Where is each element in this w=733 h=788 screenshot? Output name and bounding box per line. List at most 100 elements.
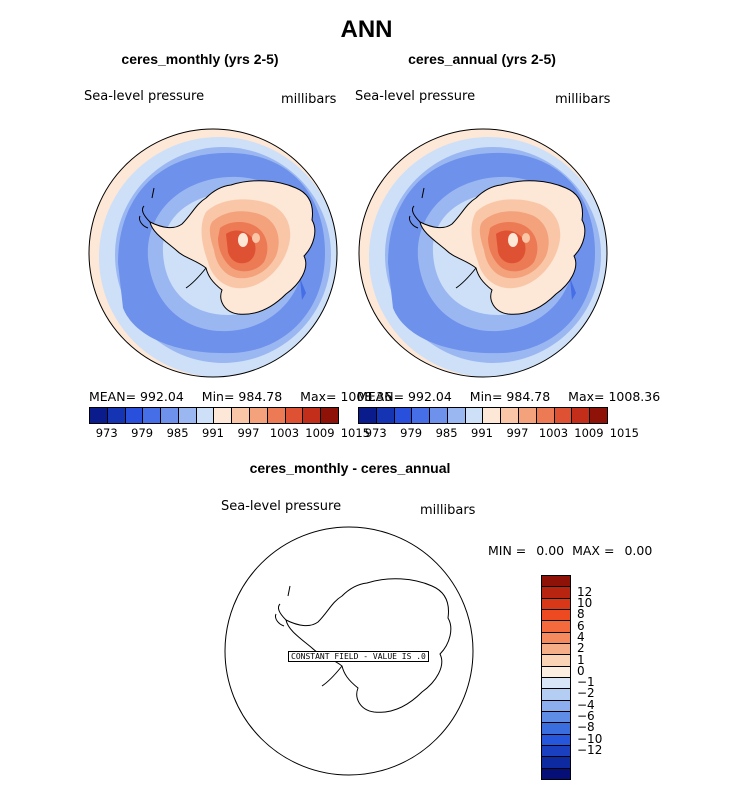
diff-colorbar-label: −4	[577, 697, 595, 712]
colorbar-swatch	[590, 408, 607, 423]
diff-colorbar-swatch	[542, 711, 570, 724]
diff-colorbar-label: −12	[577, 742, 603, 757]
page-title: ANN	[340, 16, 393, 43]
colorbar-swatch	[501, 408, 520, 423]
colorbar-tick-label: 973	[95, 426, 118, 440]
diff-colorbar-swatch	[542, 768, 570, 779]
variable-label-annual: Sea-level pressure	[355, 89, 476, 104]
colorbar-ticks-annual: 973 979 985 991 997 1003 1009 1015	[358, 426, 639, 440]
colorbar-tick-label: 979	[400, 426, 423, 440]
diff-colorbar-swatch	[542, 757, 570, 769]
colorbar-swatch	[214, 408, 233, 423]
diff-minmax: MIN = 0.00 MAX = 0.00	[488, 543, 652, 558]
colorbar-swatch	[321, 408, 338, 423]
max-label: Max=	[300, 389, 337, 404]
units-label-annual: millibars	[555, 92, 611, 107]
colorbar-tick-label: 1009	[305, 426, 335, 440]
stats-row-annual: MEAN= 992.04 Min= 984.78 Max= 1008.36	[357, 389, 660, 404]
colorbar-monthly	[89, 407, 339, 424]
diff-colorbar-label: 1	[577, 652, 585, 667]
colorbar-swatch	[394, 408, 413, 423]
colorbar-tick-label: 985	[435, 426, 458, 440]
colorbar-swatch	[107, 408, 126, 423]
diff-colorbar-swatch	[542, 632, 570, 644]
diff-colorbar-swatch	[542, 643, 570, 656]
colorbar-tick-label: 997	[506, 426, 529, 440]
polar-map-monthly	[88, 128, 338, 378]
min-value: 984.78	[506, 389, 551, 404]
diff-colorbar-swatch	[542, 621, 570, 633]
colorbar-tick-label: 1009	[574, 426, 604, 440]
colorbar-swatch	[536, 408, 555, 423]
colorbar-swatch	[178, 408, 197, 423]
diff-colorbar-swatch	[542, 689, 570, 701]
diff-colorbar-label: 2	[577, 641, 585, 656]
diff-variable-label: Sea-level pressure	[221, 499, 342, 514]
units-label-monthly: millibars	[281, 92, 337, 107]
diff-colorbar-swatch	[542, 576, 570, 588]
diff-colorbar-swatch	[542, 723, 570, 735]
diff-colorbar-label: −6	[577, 708, 595, 723]
colorbar-annual	[358, 407, 608, 424]
diff-max-value: 0.00	[624, 543, 653, 558]
colorbar-swatch	[447, 408, 466, 423]
min-label: Min=	[201, 389, 235, 404]
min-label: Min=	[469, 389, 503, 404]
diff-colorbar-swatch	[542, 734, 570, 746]
diff-colorbar-label: −1	[577, 675, 595, 690]
panel-title-annual: ceres_annual (yrs 2-5)	[408, 51, 556, 67]
colorbar-swatch	[430, 408, 448, 423]
diff-min-label: MIN =	[488, 543, 527, 558]
mean-label: MEAN=	[357, 389, 405, 404]
colorbar-ticks-monthly: 973 979 985 991 997 1003 1009 1015	[89, 426, 370, 440]
diff-min-value: 0.00	[536, 543, 565, 558]
min-value: 984.78	[238, 389, 283, 404]
colorbar-tick-label: 985	[166, 426, 189, 440]
diff-colorbar-swatch	[542, 745, 570, 758]
colorbar-tick-label: 1003	[269, 426, 300, 440]
colorbar-swatch	[232, 408, 251, 423]
mean-value: 992.04	[408, 389, 452, 404]
mean-label: MEAN=	[89, 389, 137, 404]
colorbar-swatch	[250, 408, 268, 423]
polar-map-annual	[358, 128, 608, 378]
max-label: Max=	[568, 389, 605, 404]
colorbar-swatch	[267, 408, 286, 423]
colorbar-tick-label: 997	[237, 426, 260, 440]
diff-colorbar-label: −2	[577, 686, 595, 701]
colorbar-swatch	[125, 408, 144, 423]
max-value: 1008.36	[608, 389, 661, 404]
colorbar-swatch	[412, 408, 431, 423]
diff-colorbar-label: 6	[577, 618, 585, 633]
panel-title-monthly: ceres_monthly (yrs 2-5)	[121, 51, 279, 67]
colorbar-swatch	[359, 408, 377, 423]
diff-colorbar-label: −8	[577, 720, 595, 735]
diff-colorbar-label: 4	[577, 630, 585, 645]
diff-units-label: millibars	[420, 503, 476, 518]
stats-row-monthly: MEAN= 992.04 Min= 984.78 Max= 1008.36	[89, 389, 392, 404]
colorbar-tick-label: 1015	[340, 426, 370, 440]
colorbar-swatch	[285, 408, 304, 423]
colorbar-swatch	[90, 408, 108, 423]
colorbar-tick-label: 979	[131, 426, 154, 440]
diff-max-label: MAX =	[572, 543, 615, 558]
variable-label-monthly: Sea-level pressure	[84, 89, 205, 104]
colorbar-swatch	[303, 408, 322, 423]
colorbar-swatch	[554, 408, 573, 423]
diff-colorbar-swatch	[542, 655, 570, 667]
colorbar-tick-label: 991	[202, 426, 224, 440]
constant-field-note: CONSTANT FIELD - VALUE IS .0	[288, 651, 429, 662]
colorbar-swatch	[465, 408, 484, 423]
colorbar-swatch	[483, 408, 502, 423]
diff-colorbar-label: 8	[577, 607, 585, 622]
colorbar-swatch	[376, 408, 395, 423]
diff-colorbar-swatch	[542, 587, 570, 599]
diff-colorbar-swatch	[542, 598, 570, 610]
colorbar-tick-label: 1015	[609, 426, 639, 440]
colorbar-tick-label: 1003	[538, 426, 569, 440]
diff-colorbar	[541, 575, 571, 780]
mean-value: 992.04	[140, 389, 184, 404]
diff-colorbar-swatch	[542, 666, 570, 678]
diff-colorbar-swatch	[542, 609, 570, 622]
diff-colorbar-label: −10	[577, 731, 603, 746]
